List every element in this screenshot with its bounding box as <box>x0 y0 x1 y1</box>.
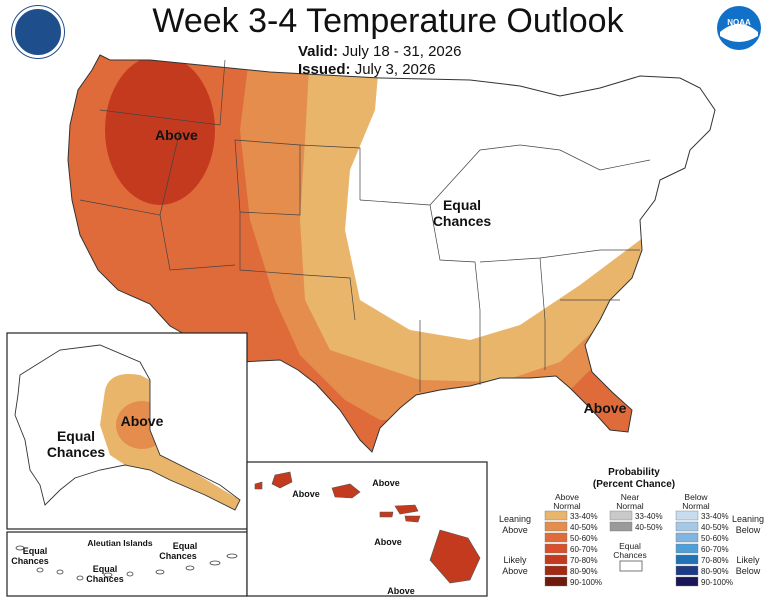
conus-equal-label-2: Chances <box>433 213 492 229</box>
issued-value: July 3, 2026 <box>354 61 436 78</box>
legend-below-swatch-1 <box>675 521 699 532</box>
hawaii-islands <box>254 471 481 584</box>
legend-below-bin-label-4: 70-80% <box>701 556 729 565</box>
legend-below-bin-label-3: 60-70% <box>701 545 729 554</box>
legend-below-swatch-0 <box>675 510 699 521</box>
aleutian-equal-label-c1: Equal <box>173 541 198 551</box>
hawaii-above-label-1: Above <box>292 489 320 499</box>
legend-leaning-above-2: Above <box>502 525 528 535</box>
legend-likely-below-1: Likely <box>736 555 760 565</box>
legend-leaning-below-2: Below <box>736 525 761 535</box>
issued-line: Issued: July 3, 2026 <box>298 61 436 78</box>
noaa-logo-icon: NOAA <box>717 6 761 50</box>
aleutian-island-chain <box>15 545 238 581</box>
legend-near-bin-label-1: 40-50% <box>635 523 663 532</box>
conus-above-fl-label: Above <box>584 400 627 416</box>
alaska-outline <box>14 344 241 511</box>
legend-above-bin-label-3: 60-70% <box>570 545 598 554</box>
legend-below-bin-label-5: 80-90% <box>701 567 729 576</box>
aleutian-equal-label-c2: Chances <box>159 551 197 561</box>
legend-near-header-2: Normal <box>616 501 644 511</box>
legend-below-bin-label-0: 33-40% <box>701 512 729 521</box>
legend-above-bin-label-0: 33-40% <box>570 512 598 521</box>
legend-below-swatch-5 <box>675 565 699 576</box>
legend-above-bin-label-6: 90-100% <box>570 578 602 587</box>
legend-equal-chances-1: Equal <box>619 541 641 551</box>
legend-above-swatch-6 <box>544 576 568 587</box>
legend-below-bin-label-1: 40-50% <box>701 523 729 532</box>
legend-title-1: Probability <box>608 467 660 478</box>
legend-near-swatch-1 <box>609 521 633 532</box>
aleutian-equal-label-a1: Equal <box>23 546 48 556</box>
hawaii-above-label-2: Above <box>372 478 400 488</box>
legend-likely-above-1: Likely <box>503 555 527 565</box>
aleutian-equal-label-b1: Equal <box>93 564 118 574</box>
legend-above-bin-label-1: 40-50% <box>570 523 598 532</box>
hawaii-above-label-3: Above <box>374 537 402 547</box>
valid-line: Valid: July 18 - 31, 2026 <box>298 43 461 60</box>
aleutian-equal-label-b2: Chances <box>86 574 124 584</box>
hawaii-above-label-4: Above <box>387 586 415 596</box>
legend-equal-chances-2: Chances <box>613 550 647 560</box>
valid-value: July 18 - 31, 2026 <box>342 43 462 60</box>
legend-leaning-above-1: Leaning <box>499 514 531 524</box>
legend-below-swatch-3 <box>675 543 699 554</box>
legend-above-swatch-5 <box>544 565 568 576</box>
legend-above-bin-label-4: 70-80% <box>570 556 598 565</box>
legend-above-swatch-2 <box>544 532 568 543</box>
issued-label: Issued: <box>298 61 351 78</box>
conus-equal-label-1: Equal <box>443 197 481 213</box>
legend-above-bin-label-5: 80-90% <box>570 567 598 576</box>
legend-above-header-1: Above <box>555 492 579 502</box>
above-70-80-area <box>105 55 215 205</box>
legend-near-swatch-0 <box>609 510 633 521</box>
legend-equal-chances-swatch <box>619 560 643 572</box>
aleutian-equal-label-a2: Chances <box>11 556 49 566</box>
department-of-commerce-seal-icon <box>12 6 64 58</box>
page-title: Week 3-4 Temperature Outlook <box>152 2 624 40</box>
legend-above-swatch-1 <box>544 521 568 532</box>
legend-below-swatch-6 <box>675 576 699 587</box>
above-50-60-area <box>68 55 640 452</box>
valid-label: Valid: <box>298 43 339 60</box>
legend-title-2: (Percent Chance) <box>593 479 675 490</box>
legend-below-bin-label-2: 50-60% <box>701 534 729 543</box>
conus-outline <box>67 54 716 453</box>
legend-above-swatch-3 <box>544 543 568 554</box>
legend-above-bin-label-2: 50-60% <box>570 534 598 543</box>
state-borders <box>79 59 651 392</box>
legend-below-header-1: Below <box>684 492 708 502</box>
legend-near-header-1: Near <box>621 492 640 502</box>
aleutian-inset-frame <box>6 531 248 597</box>
legend-above-header-2: Normal <box>553 501 581 511</box>
legend: Probability (Percent Chance) Above Norma… <box>499 467 764 587</box>
legend-below-swatch-4 <box>675 554 699 565</box>
alaska-equal-label-1: Equal <box>57 428 95 444</box>
conus-above-nw-label: Above <box>155 127 198 143</box>
noaa-logo-text: NOAA <box>727 18 751 27</box>
legend-below-swatch-2 <box>675 532 699 543</box>
legend-near-bin-label-0: 33-40% <box>635 512 663 521</box>
legend-likely-above-2: Above <box>502 566 528 576</box>
aleutian-title: Aleutian Islands <box>87 538 152 548</box>
legend-leaning-below-1: Leaning <box>732 514 764 524</box>
legend-above-swatch-0 <box>544 510 568 521</box>
legend-below-bin-label-6: 90-100% <box>701 578 733 587</box>
legend-likely-below-2: Below <box>736 566 761 576</box>
legend-above-swatch-4 <box>544 554 568 565</box>
legend-swatches: 33-40% 40-50% 50-60% 60-70% 70-80% 80-90% 90-1… <box>544 510 733 587</box>
alaska-above-label: Above <box>121 413 164 429</box>
alaska-equal-label-2: Chances <box>47 444 106 460</box>
legend-below-header-2: Normal <box>682 501 710 511</box>
